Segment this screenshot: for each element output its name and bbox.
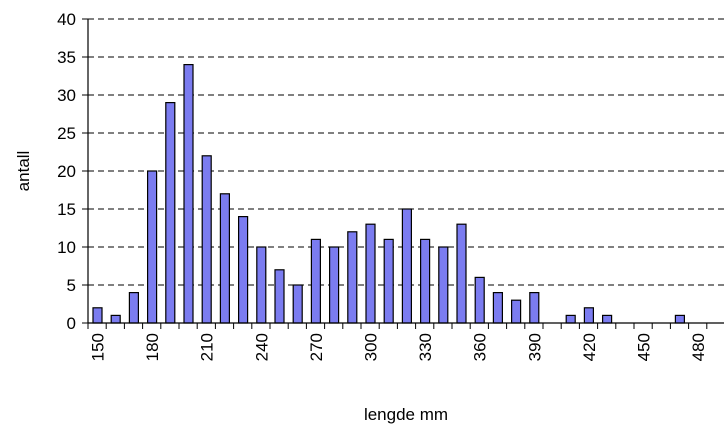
bar-150 [92, 307, 103, 324]
x-tick-label: 150 [89, 333, 108, 361]
y-tick-label: 25 [57, 124, 76, 143]
x-tick-label: 360 [471, 333, 490, 361]
bar-470 [674, 314, 686, 324]
bar-300 [365, 223, 376, 324]
x-tick-label: 210 [198, 333, 217, 361]
x-tick-labels: 150 180 210 240 270 300 330 360 390 420 450 480 [89, 333, 709, 361]
bar-250 [274, 269, 285, 324]
grid-lines [88, 18, 724, 286]
bar-330 [420, 238, 431, 324]
bar-190 [165, 101, 176, 324]
bar-160 [110, 314, 121, 324]
y-tick-label: 35 [57, 48, 76, 67]
y-tick-label: 20 [57, 162, 76, 181]
x-tick-label: 180 [143, 333, 162, 361]
bar-360 [474, 276, 485, 324]
axes [82, 18, 724, 329]
y-tick-label: 0 [67, 314, 76, 333]
bar-410 [565, 314, 576, 324]
bar-270 [310, 238, 321, 324]
bar-230 [238, 216, 249, 324]
bar-220 [219, 193, 230, 324]
x-tick-label: 300 [362, 333, 381, 361]
y-tick-label: 30 [57, 86, 76, 105]
y-tick-label: 5 [67, 276, 76, 295]
bar-340 [438, 246, 449, 324]
y-tick-labels: 0 5 10 15 20 25 30 35 40 [57, 10, 76, 333]
bars [92, 63, 686, 324]
y-axis-label: antall [14, 151, 33, 192]
bar-310 [383, 238, 394, 324]
x-tick-label: 270 [307, 333, 326, 361]
bar-240 [256, 246, 267, 324]
bar-210 [201, 155, 212, 324]
bar-350 [456, 223, 467, 324]
bar-370 [492, 292, 503, 324]
bar-380 [511, 299, 522, 324]
bar-420 [583, 307, 595, 324]
bar-200 [183, 63, 194, 324]
bar-290 [347, 231, 358, 324]
x-tick-label: 240 [252, 333, 271, 361]
bar-320 [401, 208, 412, 324]
bar-180 [147, 170, 158, 324]
x-tick-label: 420 [580, 333, 599, 361]
y-tick-label: 40 [57, 10, 76, 29]
x-tick-label: 330 [416, 333, 435, 361]
bar-170 [128, 292, 139, 324]
y-tick-label: 15 [57, 200, 76, 219]
x-tick-label: 480 [689, 333, 708, 361]
x-tick-label: 450 [635, 333, 654, 361]
bar-390 [529, 292, 540, 324]
x-axis-label: lengde mm [364, 405, 448, 424]
y-tick-label: 10 [57, 238, 76, 257]
bar-430 [601, 314, 613, 324]
x-tick-label: 390 [525, 333, 544, 361]
bar-260 [292, 284, 303, 324]
bar-280 [329, 246, 340, 324]
